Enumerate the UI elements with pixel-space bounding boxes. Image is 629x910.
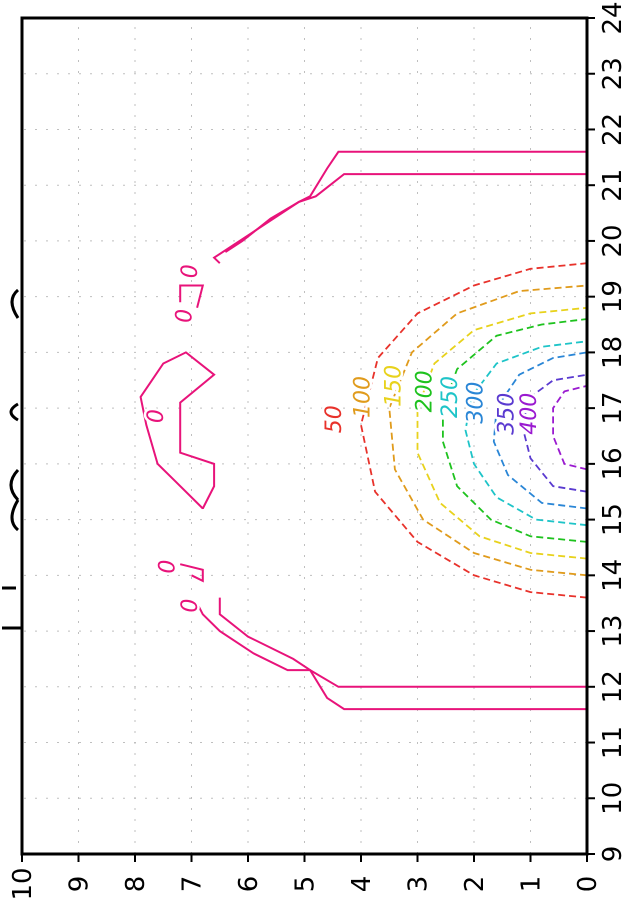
contour-label-400: 400 [517, 393, 542, 435]
zero-contour-line [224, 173, 587, 253]
zero-contour-line [212, 150, 587, 264]
grid [22, 18, 587, 854]
y-tick-label: 3 [404, 876, 434, 893]
contour-line-250 [464, 340, 588, 527]
contour-label-100: 100 [350, 376, 375, 418]
y-axis-ticks: 0 1 2 3 4 5 6 7 8 9 10 [8, 854, 603, 901]
contour-label-350: 350 [495, 393, 520, 435]
y-tick-label: 0 [573, 876, 603, 893]
zero-contour-line [218, 597, 587, 711]
contour-label-300: 300 [463, 382, 488, 424]
contour-line-100 [388, 284, 588, 577]
zero-contour-label: 0 [156, 560, 181, 574]
zero-contour-line [179, 563, 204, 583]
x-tick-label: 14 [598, 559, 628, 592]
x-tick-label: 12 [598, 670, 628, 703]
zero-contour-line [196, 602, 587, 688]
x-tick-label: 19 [598, 280, 628, 313]
x-tick-label: 23 [598, 57, 628, 90]
x-tick-label: 18 [598, 336, 628, 369]
x-tick-label: 22 [598, 113, 628, 146]
x-tick-label: 24 [598, 1, 628, 34]
x-tick-label: 20 [598, 224, 628, 257]
y-tick-label: 4 [347, 876, 377, 893]
y-tick-label: 10 [8, 867, 38, 900]
x-tick-label: 17 [598, 392, 628, 425]
x-tick-label: 9 [598, 846, 628, 863]
zero-contour-line [139, 351, 216, 510]
y-tick-label: 5 [291, 876, 321, 893]
title-fragment [2, 288, 22, 630]
zero-contour-lines [139, 150, 587, 711]
contour-label-200: 200 [413, 370, 438, 412]
x-tick-label: 13 [598, 615, 628, 648]
zero-contour-label: 0 [178, 599, 203, 613]
x-tick-label: 16 [598, 447, 628, 480]
y-tick-label: 8 [121, 876, 151, 893]
x-tick-label: 11 [598, 726, 628, 759]
x-tick-label: 15 [598, 503, 628, 536]
zero-contour-label: 0 [144, 409, 169, 423]
contour-line-350 [521, 373, 588, 493]
y-tick-label: 1 [517, 876, 547, 893]
contour-label-250: 250 [438, 376, 463, 418]
y-tick-label: 9 [65, 876, 95, 893]
contour-line-200 [442, 318, 588, 543]
zero-contour-label: 0 [178, 264, 203, 278]
y-tick-label: 2 [460, 876, 490, 893]
zero-contour-label: 0 [173, 309, 198, 323]
zero-contour-line [179, 284, 205, 309]
contour-line-300 [492, 351, 588, 510]
x-tick-label: 10 [598, 782, 628, 815]
x-tick-label: 21 [598, 169, 628, 202]
x-axis-ticks: 9 10 11 12 13 14 15 16 17 18 19 20 21 22 23 24 [587, 1, 628, 862]
contour-label-50: 50 [322, 405, 347, 433]
y-tick-label: 7 [178, 876, 208, 893]
contour-line-150 [416, 306, 588, 560]
y-tick-label: 6 [234, 876, 264, 893]
contour-lines [360, 262, 588, 599]
contour-label-150: 150 [382, 365, 407, 407]
contour-line-400 [552, 384, 588, 471]
